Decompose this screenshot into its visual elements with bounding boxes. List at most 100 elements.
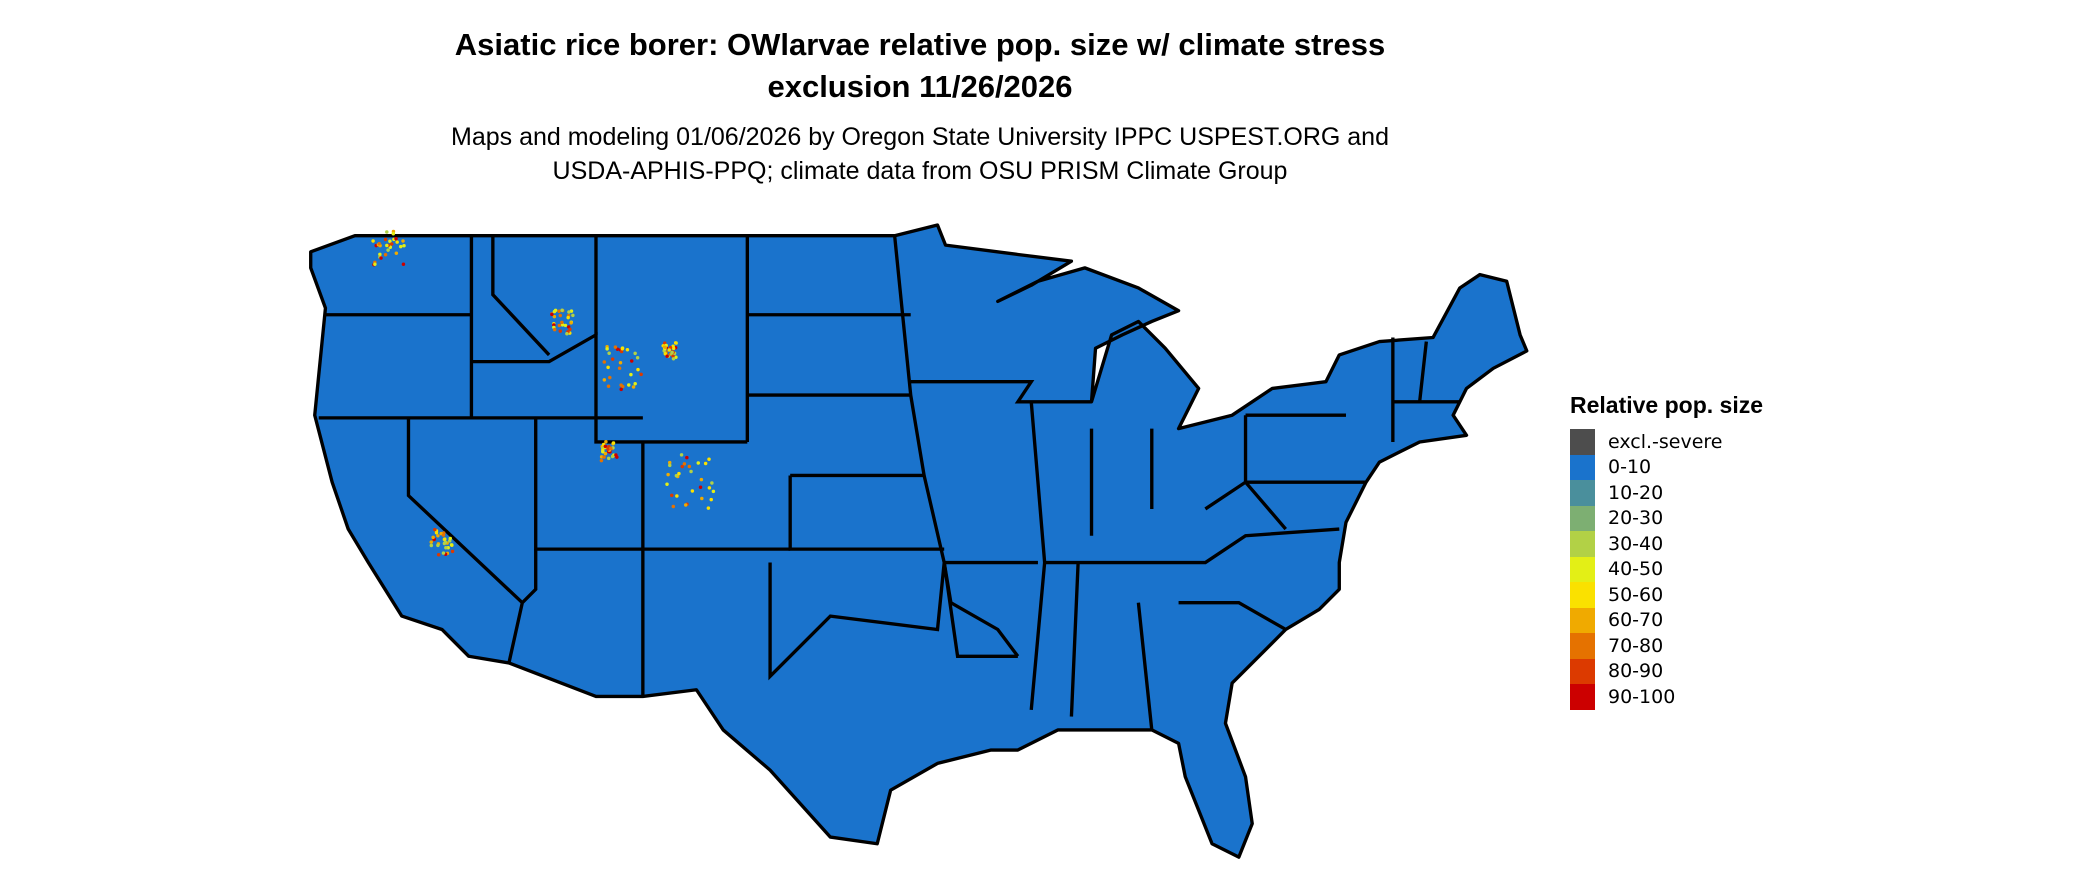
map-title: Asiatic rice borer: OWlarvae relative po…: [0, 24, 1840, 108]
hotspot-cell: [663, 345, 667, 350]
legend-label: 30-40: [1608, 532, 1664, 555]
hotspot-cell: [603, 451, 608, 456]
hotspot-cell: [560, 308, 564, 313]
hotspot-cell: [677, 471, 681, 476]
legend-label: 10-20: [1608, 481, 1664, 504]
hotspot-cell: [663, 351, 668, 356]
hotspot-cell: [680, 464, 685, 469]
legend-title: Relative pop. size: [1570, 392, 1764, 418]
hotspot-cell: [604, 439, 608, 444]
hotspot-cell: [441, 551, 446, 555]
hotspot-cell: [443, 540, 448, 544]
legend-label: 0-10: [1608, 456, 1652, 479]
hotspot-cell: [443, 537, 447, 541]
hotspot-cell: [609, 446, 613, 451]
legend-item: 60-70: [1570, 607, 1763, 633]
hotspot-cell: [602, 378, 607, 382]
hotspot-cell: [557, 323, 562, 328]
hotspot-cell: [611, 441, 616, 445]
hotspot-cell: [433, 527, 437, 532]
hotspot-cell: [666, 472, 670, 477]
hotspot-cell: [552, 323, 556, 327]
legend-swatch: [1570, 505, 1595, 531]
legend-item: 0-10: [1570, 454, 1763, 480]
legend-swatch: [1570, 556, 1595, 582]
legend-label: 40-50: [1608, 558, 1664, 581]
hotspot-cell: [700, 496, 704, 501]
hotspot-cell: [401, 262, 406, 266]
hotspot-cell: [607, 351, 611, 355]
hotspot-cell: [709, 497, 713, 502]
hotspot-cell: [619, 349, 624, 354]
conus-outline: [309, 223, 1529, 859]
legend-item: 70-80: [1570, 633, 1763, 659]
hotspot-cell: [449, 543, 454, 547]
hotspot-cell: [696, 461, 701, 465]
hotspot-cell: [618, 361, 623, 365]
hotspot-cell: [389, 242, 394, 246]
hotspot-cell: [373, 262, 377, 266]
hotspot-cell: [665, 482, 669, 487]
hotspot-cell: [671, 344, 675, 348]
hotspot-cell: [441, 533, 446, 537]
hotspot-cell: [685, 455, 689, 460]
hotspot-cell: [383, 237, 388, 242]
legend-swatch: [1570, 633, 1595, 659]
hotspot-cell: [388, 239, 392, 243]
subtitle-line-1: Maps and modeling 01/06/2026 by Oregon S…: [451, 123, 1389, 151]
hotspot-cell: [668, 463, 672, 468]
hotspot-cell: [394, 251, 399, 255]
hotspot-cell: [699, 477, 704, 482]
legend-item: 50-60: [1570, 582, 1763, 608]
hotspot-cell: [569, 321, 573, 325]
hotspot-cell: [687, 464, 692, 469]
hotspot-cell: [698, 485, 703, 490]
hotspot-cell: [401, 239, 405, 243]
hotspot-cell: [617, 366, 622, 370]
hotspot-cell: [633, 351, 637, 356]
hotspot-cell: [679, 453, 684, 457]
hotspot-cell: [402, 243, 406, 248]
legend-swatch: [1570, 531, 1595, 557]
hotspot-cell: [631, 385, 636, 389]
legend-item: 30-40: [1570, 531, 1763, 557]
legend-label: 70-80: [1608, 634, 1664, 657]
legend-swatch: [1570, 658, 1595, 684]
hotspot-cell: [385, 230, 389, 234]
hotspot-cell: [605, 347, 609, 351]
hotspot-cell: [610, 454, 615, 459]
hotspot-cell: [614, 453, 618, 457]
hotspot-cell: [703, 461, 708, 466]
hotspot-cell: [395, 240, 399, 244]
hotspot-cell: [671, 504, 676, 509]
legend-swatch: [1570, 480, 1595, 506]
hotspot-cell: [602, 455, 606, 459]
hotspot-cell: [566, 315, 570, 320]
hotspot-cell: [667, 460, 672, 465]
hotspot-cell: [434, 530, 439, 535]
hotspot-cell: [558, 313, 563, 318]
hotspot-cell: [620, 346, 625, 351]
hotspot-cell: [710, 481, 714, 485]
hotspot-cell: [429, 540, 433, 544]
hotspot-cell: [636, 367, 640, 372]
hotspot-cell: [429, 543, 434, 548]
legend-item: 20-30: [1570, 505, 1763, 531]
hotspot-cell: [444, 546, 448, 550]
hotspot-cell: [552, 314, 557, 319]
hotspot-cell: [431, 535, 435, 540]
title-line-2: exclusion 11/26/2026: [767, 69, 1073, 104]
hotspot-cell: [673, 341, 678, 345]
hotspot-cell: [606, 365, 610, 370]
hotspot-cell: [450, 549, 455, 554]
hotspot-cell: [563, 323, 568, 328]
hotspot-cell: [394, 237, 398, 241]
legend-label: 80-90: [1608, 660, 1664, 683]
legend-item: 90-100: [1570, 684, 1763, 710]
hotspot-cell: [610, 357, 615, 361]
hotspot-cell: [707, 486, 712, 490]
hotspot-cell: [391, 232, 396, 236]
legend-label: 90-100: [1608, 685, 1676, 708]
legend-item: 10-20: [1570, 480, 1763, 506]
hotspot-cell: [436, 543, 440, 548]
